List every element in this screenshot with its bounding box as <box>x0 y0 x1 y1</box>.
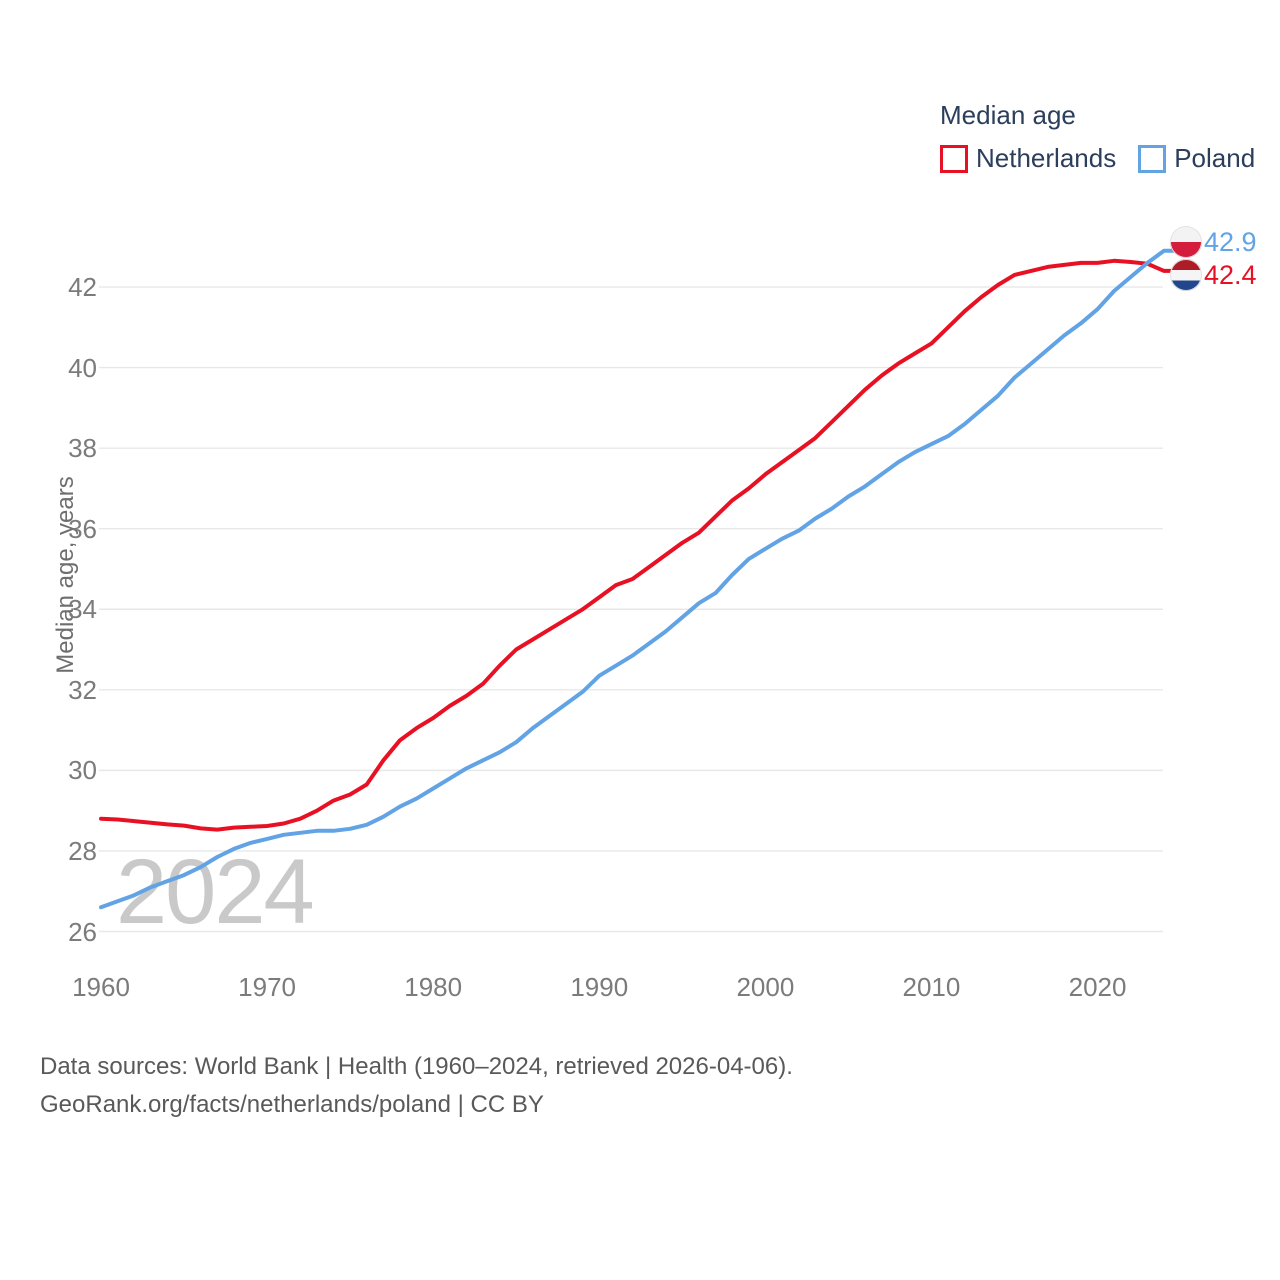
y-tick-label: 40 <box>68 352 97 383</box>
poland-swatch-icon <box>1138 144 1167 173</box>
y-tick-label: 34 <box>68 594 97 625</box>
legend-title: Median age <box>940 100 1076 130</box>
x-tick-label: 1960 <box>72 972 130 1002</box>
netherlands-swatch-icon <box>940 144 968 173</box>
y-tick-label: 26 <box>68 916 97 947</box>
legend-row: Netherlands Poland <box>940 143 1255 174</box>
source-line-2: GeoRank.org/facts/netherlands/poland | C… <box>40 1091 544 1118</box>
source-line-1: Data sources: World Bank | Health (1960–… <box>40 1053 793 1080</box>
netherlands-flag-icon <box>1170 259 1202 291</box>
x-tick-label: 2000 <box>736 972 795 1002</box>
poland-line <box>99 248 1178 910</box>
y-axis-title: Median age, years <box>52 476 79 674</box>
y-tick-label: 36 <box>68 513 97 544</box>
legend-item-poland[interactable]: Poland <box>1138 143 1255 174</box>
y-tick-label: 32 <box>68 674 97 705</box>
y-tick-label: 42 <box>68 272 97 303</box>
netherlands-line <box>99 258 1178 832</box>
x-tick-label: 2010 <box>902 972 961 1002</box>
x-tick-label: 1990 <box>570 972 629 1002</box>
y-tick-label: 28 <box>68 835 97 866</box>
poland-flag-icon <box>1170 226 1202 258</box>
y-tick-label: 30 <box>68 755 97 786</box>
x-tick-label: 2020 <box>1068 972 1127 1002</box>
x-tick-label: 1970 <box>238 972 296 1002</box>
netherlands-end-value: 42.4 <box>1204 260 1257 290</box>
legend: Median age Netherlands Poland <box>940 100 1255 174</box>
legend-item-netherlands[interactable]: Netherlands <box>940 143 1116 174</box>
poland-end-value: 42.9 <box>1204 227 1257 257</box>
legend-label-poland: Poland <box>1174 143 1256 173</box>
source-note: Data sources: World Bank | Health (1960–… <box>40 1048 793 1124</box>
legend-label-netherlands: Netherlands <box>976 143 1117 173</box>
x-tick-label: 1980 <box>404 972 463 1002</box>
y-tick-label: 38 <box>68 433 97 464</box>
